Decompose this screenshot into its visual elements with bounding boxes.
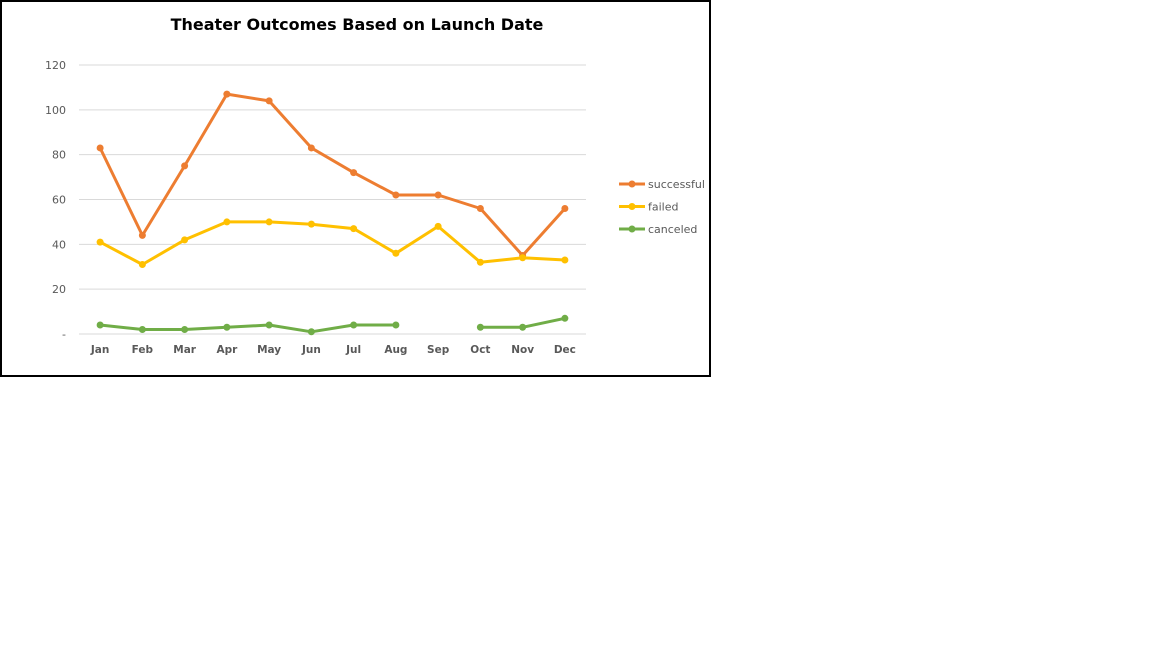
data-point-canceled xyxy=(96,321,104,329)
legend-marker xyxy=(628,225,636,233)
legend-item-canceled: canceled xyxy=(619,223,697,236)
legend-label: canceled xyxy=(648,223,697,236)
chart-container: Theater Outcomes Based on Launch Date - 2… xyxy=(0,0,711,377)
x-tick-label: Jul xyxy=(345,344,361,356)
data-point-successful xyxy=(350,169,358,177)
legend-item-successful: successful xyxy=(619,178,705,191)
x-tick-label: Oct xyxy=(470,344,490,356)
series-line-failed xyxy=(98,220,567,266)
series-successful xyxy=(96,90,569,260)
data-point-failed xyxy=(265,218,273,226)
data-point-canceled xyxy=(350,321,358,329)
data-point-successful xyxy=(96,144,104,152)
legend-label: successful xyxy=(648,178,705,191)
x-tick-label: Jun xyxy=(301,344,321,356)
data-point-failed xyxy=(392,249,400,257)
legend-label: failed xyxy=(648,201,678,214)
x-tick-label: Aug xyxy=(384,344,407,356)
x-tick-label: Dec xyxy=(554,344,576,356)
x-tick-label: Jan xyxy=(90,344,109,356)
data-point-successful xyxy=(307,144,315,152)
data-point-failed xyxy=(307,220,315,228)
data-point-successful xyxy=(561,204,569,212)
x-tick-label: Feb xyxy=(132,344,154,356)
y-tick-label: 80 xyxy=(52,149,66,162)
y-tick-label: 20 xyxy=(52,283,66,296)
data-point-canceled xyxy=(476,323,484,331)
data-point-failed xyxy=(223,218,231,226)
series-canceled xyxy=(96,314,569,336)
x-tick-label: Sep xyxy=(427,344,450,356)
y-tick-label: 120 xyxy=(45,59,66,72)
y-tick-label: 60 xyxy=(52,194,66,207)
data-point-canceled xyxy=(392,321,400,329)
data-point-successful xyxy=(476,204,484,212)
legend-marker xyxy=(628,180,636,188)
y-tick-label: - xyxy=(62,328,66,341)
y-tick-label: 100 xyxy=(45,104,66,117)
chart-title: Theater Outcomes Based on Launch Date xyxy=(171,15,544,34)
data-point-successful xyxy=(265,97,273,105)
data-point-failed xyxy=(138,261,146,269)
data-point-successful xyxy=(181,162,189,170)
data-point-successful xyxy=(392,191,400,199)
x-tick-label: Nov xyxy=(511,344,534,356)
data-point-failed xyxy=(561,256,569,264)
gridlines xyxy=(79,64,586,335)
line-chart: Theater Outcomes Based on Launch Date - 2… xyxy=(45,15,705,356)
legend-marker xyxy=(628,203,636,210)
data-point-canceled xyxy=(138,326,146,334)
legend-item-failed: failed xyxy=(619,201,678,214)
series-lines xyxy=(96,90,569,336)
data-point-canceled xyxy=(519,323,527,331)
data-point-successful xyxy=(223,90,231,98)
series-line-canceled xyxy=(98,316,567,334)
data-point-successful xyxy=(434,191,442,199)
data-point-canceled xyxy=(181,326,189,334)
y-axis: - 20 40 60 80 100 120 xyxy=(45,59,66,341)
x-axis: Jan Feb Mar Apr May Jun Jul Aug Sep Oct Nov Dec xyxy=(90,344,576,356)
data-point-failed xyxy=(519,254,527,262)
data-point-canceled xyxy=(265,321,273,329)
data-point-canceled xyxy=(307,328,315,336)
data-point-failed xyxy=(476,258,484,266)
series-failed xyxy=(96,218,569,269)
series-line-successful xyxy=(98,92,567,257)
x-tick-label: Apr xyxy=(216,344,238,356)
data-point-failed xyxy=(96,238,104,246)
data-point-failed xyxy=(434,222,442,230)
data-point-successful xyxy=(138,231,146,239)
data-point-failed xyxy=(181,236,189,244)
data-point-canceled xyxy=(561,314,569,322)
data-point-failed xyxy=(350,225,358,233)
x-tick-label: May xyxy=(257,344,281,356)
x-tick-label: Mar xyxy=(173,344,197,356)
data-point-canceled xyxy=(223,323,231,331)
y-tick-label: 40 xyxy=(52,238,66,251)
legend: successful failed canceled xyxy=(619,178,705,236)
